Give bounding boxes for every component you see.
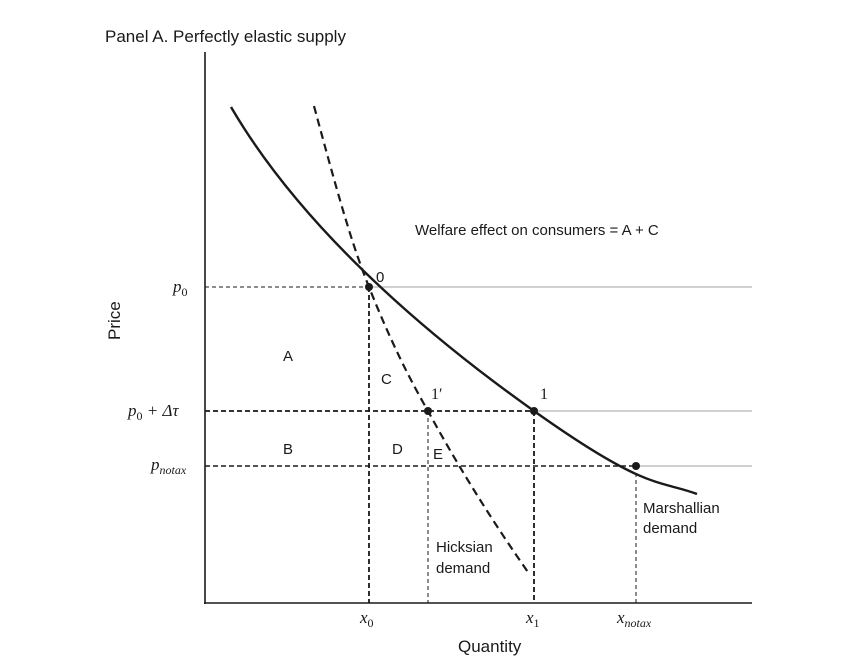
hicksian-label-line2: demand	[436, 560, 490, 577]
quantity-label-x0: x0	[359, 608, 374, 630]
marshallian-demand-curve	[229, 106, 698, 496]
point-1prime-marker	[424, 407, 432, 415]
marshallian-label-line2: demand	[643, 520, 697, 537]
hicksian-label-line1: Hicksian	[436, 539, 493, 556]
point-1-marker	[530, 407, 538, 415]
point-0-marker	[365, 283, 373, 291]
point-notax-marker	[632, 462, 640, 470]
region-b-label: B	[283, 441, 293, 458]
panel-title: Panel A. Perfectly elastic supply	[105, 27, 346, 46]
welfare-note: Welfare effect on consumers = A + C	[415, 222, 659, 239]
x-axis-label: Quantity	[458, 637, 522, 656]
region-a-label: A	[283, 348, 293, 365]
price-label-p0: p0	[172, 277, 188, 299]
hicksian-demand-curve	[312, 105, 531, 576]
region-c-label: C	[381, 371, 392, 388]
point-0-label: 0	[376, 269, 384, 286]
y-axis-label: Price	[105, 301, 124, 340]
price-label-p-notax: pnotax	[150, 455, 187, 477]
point-1-label: 1	[540, 386, 548, 403]
point-1prime-label: 1′	[431, 386, 443, 403]
region-d-label: D	[392, 441, 403, 458]
quantity-label-x-notax: xnotax	[616, 608, 652, 630]
region-e-label: E	[433, 446, 443, 463]
price-label-p-tax: p0 + Δτ	[127, 401, 179, 423]
quantity-label-x1: x1	[525, 608, 540, 630]
marshallian-label-line1: Marshallian	[643, 500, 720, 517]
